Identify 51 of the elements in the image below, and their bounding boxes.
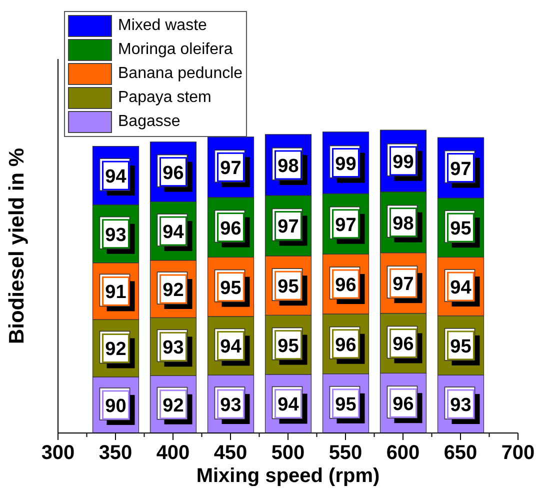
x-tick-label: 650 <box>444 442 478 464</box>
data-label: 96 <box>392 394 414 416</box>
data-label: 95 <box>278 276 300 298</box>
data-label: 93 <box>220 395 242 416</box>
data-label: 94 <box>162 222 184 244</box>
data-label: 96 <box>335 334 356 356</box>
legend-label: Papaya stem <box>118 89 212 107</box>
data-label: 92 <box>105 339 126 360</box>
data-label: 97 <box>220 158 242 180</box>
data-label: 99 <box>392 152 414 173</box>
data-label: 94 <box>450 278 472 299</box>
data-label: 94 <box>278 394 300 416</box>
data-label: 93 <box>105 224 126 246</box>
data-label: 93 <box>162 338 184 359</box>
data-label: 92 <box>162 280 184 302</box>
x-tick-label: 600 <box>386 442 420 464</box>
data-label: 96 <box>220 218 242 240</box>
data-label: 97 <box>278 216 299 238</box>
x-tick-label: 550 <box>328 442 362 464</box>
y-axis-title: Biodiesel yield in % <box>5 148 28 344</box>
data-label: 94 <box>105 166 127 188</box>
data-label: 98 <box>392 213 414 234</box>
x-tick-label: 450 <box>214 442 248 464</box>
data-label: 93 <box>450 395 472 416</box>
data-label: 99 <box>335 154 356 175</box>
data-label: 96 <box>392 334 414 356</box>
data-label: 95 <box>335 394 357 416</box>
data-label: 94 <box>220 336 242 358</box>
x-tick-label: 350 <box>98 442 132 464</box>
data-label: 95 <box>220 278 242 299</box>
data-label: 95 <box>278 336 300 357</box>
x-tick-label: 300 <box>41 442 75 464</box>
data-label: 92 <box>162 395 184 416</box>
x-axis-title: Mixing speed (rpm) <box>196 465 380 487</box>
legend-label: Mixed waste <box>118 17 207 35</box>
legend-label: Bagasse <box>118 113 180 131</box>
data-label: 96 <box>335 275 356 296</box>
data-label: 90 <box>105 396 126 417</box>
data-label: 95 <box>450 218 472 240</box>
data-label: 97 <box>450 158 472 180</box>
data-label: 91 <box>105 282 127 304</box>
x-tick-label: 700 <box>501 442 535 464</box>
data-label: 97 <box>392 274 414 296</box>
data-label: 98 <box>278 156 299 177</box>
x-tick-label: 400 <box>156 442 190 464</box>
data-label: 97 <box>335 214 356 236</box>
x-tick-label: 500 <box>271 442 305 464</box>
legend-label: Moringa oleifera <box>118 41 233 59</box>
legend-label: Banana peduncle <box>118 65 243 83</box>
data-label: 95 <box>450 336 472 358</box>
data-label: 96 <box>162 162 184 184</box>
